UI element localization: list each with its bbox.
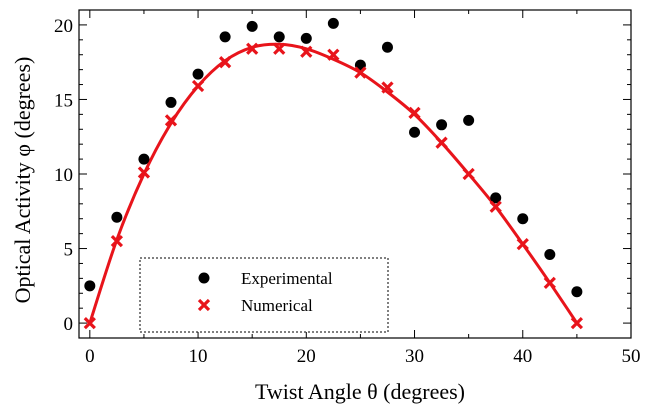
y-tick-label: 15 [54, 90, 73, 111]
data-point-numerical [191, 79, 205, 93]
legend-label-experimental: Experimental [241, 269, 333, 288]
y-tick-label: 5 [64, 240, 74, 261]
data-point-experimental [381, 41, 393, 53]
data-point-experimental [463, 114, 475, 126]
data-point-numerical [381, 81, 394, 94]
legend-marker-numerical [197, 298, 211, 312]
x-tick-label: 50 [622, 346, 641, 367]
data-point-experimental [436, 119, 448, 131]
legend: Experimental Numerical [139, 257, 389, 333]
data-point-experimental [409, 126, 421, 138]
data-point-experimental [192, 68, 204, 80]
data-point-experimental [490, 192, 502, 204]
data-point-numerical [462, 167, 475, 181]
data-point-numerical [516, 237, 529, 251]
x-tick-label: 40 [513, 346, 532, 367]
x-tick-label: 30 [405, 346, 424, 367]
data-point-numerical [543, 276, 556, 289]
data-point-numerical [327, 48, 340, 61]
data-point-experimental [111, 211, 123, 223]
x-tick-label: 10 [189, 346, 208, 367]
x-tick-label: 0 [85, 346, 95, 367]
data-point-numerical [137, 166, 151, 179]
legend-box [139, 257, 389, 333]
y-tick-label: 0 [64, 314, 74, 335]
data-point-numerical [300, 45, 313, 58]
x-axis-title: Twist Angle θ (degrees) [255, 379, 465, 404]
data-point-experimental [571, 286, 583, 298]
data-point-numerical [273, 42, 286, 55]
data-point-numerical [435, 136, 448, 149]
data-point-numerical [408, 106, 421, 120]
data-point-numerical [354, 66, 367, 79]
y-axis-title: Optical Activity φ (degrees) [10, 57, 35, 304]
data-point-numerical [83, 316, 96, 330]
x-tick-label: 20 [297, 346, 316, 367]
data-point-experimental [517, 213, 529, 225]
data-point-experimental [300, 32, 312, 44]
data-point-experimental [544, 249, 556, 261]
data-point-experimental [165, 96, 177, 108]
data-point-experimental [273, 31, 285, 43]
y-tick-label: 10 [54, 165, 73, 186]
data-point-numerical [218, 56, 232, 69]
data-point-numerical [489, 200, 502, 213]
data-point-numerical [110, 234, 124, 248]
data-point-numerical [246, 42, 259, 55]
legend-marker-experimental [198, 272, 210, 284]
data-point-experimental [84, 280, 96, 292]
legend-label-numerical: Numerical [241, 296, 313, 315]
data-point-experimental [246, 20, 258, 32]
data-point-numerical [164, 114, 178, 127]
data-point-experimental [138, 153, 150, 165]
data-point-experimental [219, 31, 231, 43]
data-point-experimental [327, 17, 339, 29]
data-point-numerical [570, 316, 584, 330]
y-tick-label: 20 [54, 16, 73, 37]
